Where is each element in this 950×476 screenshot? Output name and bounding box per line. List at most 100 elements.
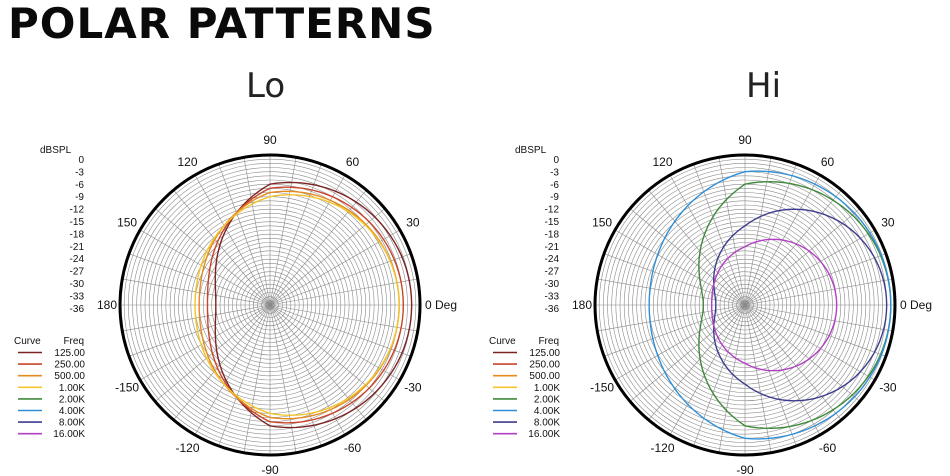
polar-grid xyxy=(595,155,895,455)
grid-spoke xyxy=(243,157,271,306)
angle-label: 0 Deg xyxy=(425,298,457,312)
legend-entry: 500.00 xyxy=(529,371,560,382)
db-scale-tick: -3 xyxy=(550,167,559,178)
grid-spoke xyxy=(603,304,746,357)
db-scale-tick: -36 xyxy=(70,304,85,315)
angle-label: 90 xyxy=(263,133,277,147)
legend-header-curve: Curve xyxy=(489,336,516,347)
angle-label: 90 xyxy=(738,133,752,147)
grid-spoke xyxy=(173,304,271,421)
angle-label: 60 xyxy=(821,155,835,169)
grid-spoke xyxy=(744,253,887,306)
grid-spoke xyxy=(139,304,271,381)
legend-entry: 4.00K xyxy=(534,406,560,417)
legend-header-freq: Freq xyxy=(63,336,84,347)
angle-labels: 90 60 30 0 Deg -30 -60 -90 -120 -150 180 150 120 xyxy=(572,133,932,476)
db-scale-tick: -24 xyxy=(70,254,85,265)
db-scale-tick: 0 xyxy=(78,155,84,166)
angle-label: 120 xyxy=(652,155,672,169)
grid-spoke xyxy=(744,304,797,447)
grid-spoke xyxy=(693,304,746,447)
angle-label: -150 xyxy=(590,381,614,395)
grid-spoke xyxy=(629,304,746,402)
db-scale-tick: -33 xyxy=(70,291,85,302)
legend-entry: 8.00K xyxy=(534,418,560,429)
db-scale-label: dBSPL xyxy=(515,145,547,156)
angle-label: 30 xyxy=(406,216,420,230)
grid-spoke xyxy=(669,304,746,436)
grid-spoke xyxy=(744,304,842,421)
db-scale: dBSPL 0-3 -6-9 -12-15-18 -21-24 -27-30-33 -36 xyxy=(515,145,559,315)
grid-spoke xyxy=(744,189,842,306)
grid-spoke xyxy=(269,304,412,357)
outer-ring xyxy=(118,153,422,457)
grid-spoke xyxy=(194,174,271,306)
angle-label: -30 xyxy=(879,381,897,395)
grid-spoke xyxy=(744,304,861,402)
grid-spoke xyxy=(603,253,746,306)
db-scale-tick: -33 xyxy=(545,291,560,302)
db-scale-tick: -9 xyxy=(75,192,84,203)
angle-label: 150 xyxy=(592,216,612,230)
grid-spoke xyxy=(744,163,797,306)
angle-label: -90 xyxy=(261,463,279,476)
legend-entry: 125.00 xyxy=(529,348,560,359)
polar-curves xyxy=(194,181,413,429)
legend-entry: 2.00K xyxy=(534,394,560,405)
grid-spoke xyxy=(629,208,746,306)
grid-spoke xyxy=(597,304,746,332)
series-curve-125-00 xyxy=(214,181,413,429)
legend: Curve Freq125.00250.00500.001.00K2.00K4.0… xyxy=(489,336,560,440)
legend-header-curve: Curve xyxy=(14,336,41,347)
grid-spoke xyxy=(269,163,322,306)
grid-spoke xyxy=(744,208,861,306)
grid-spoke xyxy=(269,278,418,306)
angle-label: 180 xyxy=(97,298,117,312)
polar-grid xyxy=(120,155,420,455)
angle-label: 0 Deg xyxy=(900,298,932,312)
grid-spoke xyxy=(597,278,746,306)
grid-spoke xyxy=(669,174,746,306)
grid-spoke xyxy=(173,189,271,306)
lo-chart-title: Lo xyxy=(246,66,286,106)
angle-label: 150 xyxy=(117,216,137,230)
angle-label: -60 xyxy=(819,441,837,455)
angle-label: -90 xyxy=(736,463,754,476)
db-scale-tick: -3 xyxy=(75,167,84,178)
angle-label: 30 xyxy=(881,216,895,230)
db-scale-tick: -24 xyxy=(545,254,560,265)
db-scale-tick: -30 xyxy=(545,279,560,290)
angle-label: -120 xyxy=(650,441,674,455)
grid-spoke xyxy=(648,304,746,421)
legend-entry: 16.00K xyxy=(53,429,85,440)
grid-spoke xyxy=(269,304,367,421)
series-curve-250-00 xyxy=(206,186,404,424)
hi-chart-title: Hi xyxy=(746,66,782,106)
grid-spoke xyxy=(269,304,322,447)
series-curve-500-00 xyxy=(198,190,400,420)
series-curve-4-00k xyxy=(648,170,892,440)
grid-spoke xyxy=(269,253,412,306)
angle-labels: 90 60 30 0 Deg -30 -60 -90 -120 -150 180 150 120 xyxy=(97,133,457,476)
grid-spoke xyxy=(218,163,271,306)
series-curve-16-00k xyxy=(710,238,838,372)
legend-entry: 250.00 xyxy=(529,360,560,371)
legend-entry: 500.00 xyxy=(54,371,85,382)
angle-label: -60 xyxy=(344,441,362,455)
db-scale-tick: -15 xyxy=(545,217,560,228)
angle-label: 60 xyxy=(346,155,360,169)
series-curve-2-00k xyxy=(698,180,892,430)
grid-spoke xyxy=(614,304,746,381)
db-scale-tick: -21 xyxy=(70,242,85,253)
polar-curves xyxy=(648,170,892,440)
grid-spoke xyxy=(718,304,746,453)
grid-spoke xyxy=(744,304,893,332)
db-scale-tick: -27 xyxy=(545,267,560,278)
angle-label: 180 xyxy=(572,298,592,312)
grid-spoke xyxy=(218,304,271,447)
db-scale-tick: -18 xyxy=(70,229,85,240)
db-scale-tick: -27 xyxy=(70,267,85,278)
legend-entry: 1.00K xyxy=(59,383,85,394)
outer-ring xyxy=(593,153,897,457)
